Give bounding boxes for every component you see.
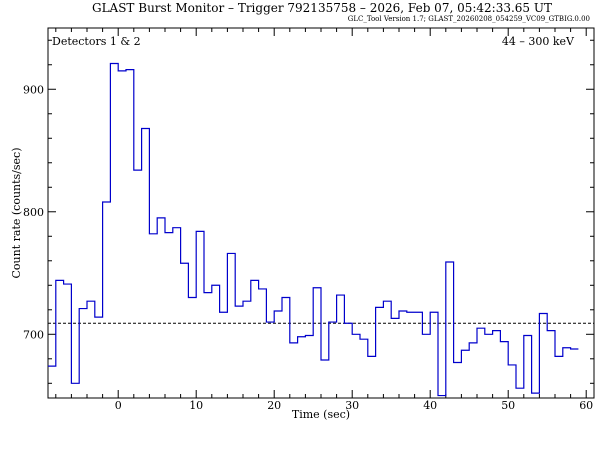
y-axis-label: Count rate (counts/sec)	[10, 148, 23, 279]
y-tick-label: 800	[23, 206, 44, 219]
energy-range-label: 44 – 300 keV	[502, 35, 575, 48]
x-tick-label: 60	[579, 399, 593, 412]
x-tick-label: 30	[345, 399, 359, 412]
x-tick-label: 50	[501, 399, 515, 412]
x-tick-label: 0	[115, 399, 122, 412]
axis-tick-labels: 0 10 20 30 40 50 60 700 800 900	[23, 83, 593, 412]
x-axis-label: Time (sec)	[292, 408, 350, 421]
axis-ticks	[48, 28, 594, 398]
series-lightcurve	[48, 62, 579, 397]
detectors-label: Detectors 1 & 2	[52, 35, 141, 48]
chart-title: GLAST Burst Monitor – Trigger 792135758 …	[92, 1, 552, 15]
y-tick-label: 700	[23, 328, 44, 341]
chart-subtitle: GLC_Tool Version 1.7; GLAST_20260208_054…	[348, 15, 590, 23]
x-tick-label: 40	[423, 399, 437, 412]
y-tick-label: 900	[23, 83, 44, 96]
x-tick-label: 10	[189, 399, 203, 412]
x-tick-label: 20	[267, 399, 281, 412]
